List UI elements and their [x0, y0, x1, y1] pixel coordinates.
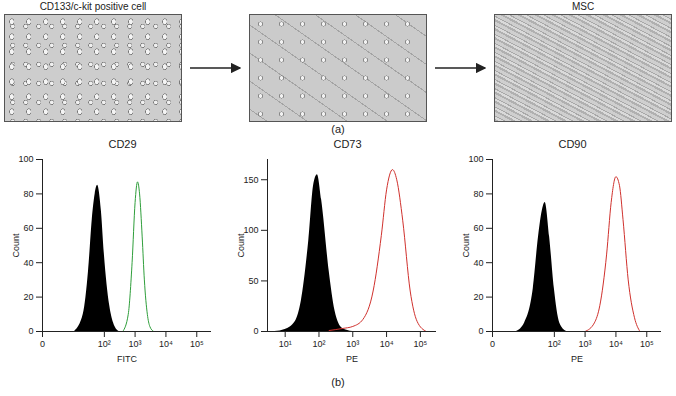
svg-text:10⁴: 10⁴ — [159, 339, 173, 349]
svg-text:100: 100 — [243, 225, 259, 236]
svg-text:60: 60 — [23, 223, 33, 233]
html-text:(a): (a) — [331, 123, 345, 135]
html-text:CD90: CD90 — [558, 138, 587, 150]
svg-text:100: 100 — [468, 154, 483, 164]
svg-text:Count: Count — [11, 233, 21, 258]
svg-text:0: 0 — [253, 326, 258, 336]
svg-text:40: 40 — [473, 258, 483, 268]
svg-text:0: 0 — [40, 339, 45, 349]
svg-text:60: 60 — [473, 223, 483, 233]
html-text:(b): (b) — [331, 376, 345, 388]
svg-text:10²: 10² — [548, 339, 561, 349]
svg-text:Count: Count — [236, 233, 246, 258]
svg-text:80: 80 — [473, 189, 483, 199]
svg-text:40: 40 — [23, 258, 33, 268]
svg-text:10¹: 10¹ — [279, 339, 292, 349]
html-text:CD73: CD73 — [333, 138, 362, 150]
svg-text:80: 80 — [23, 189, 33, 199]
svg-text:0: 0 — [490, 339, 495, 349]
svg-text:0: 0 — [478, 326, 483, 336]
svg-text:10⁵: 10⁵ — [190, 339, 204, 349]
svg-text:10³: 10³ — [346, 339, 359, 349]
svg-text:10²: 10² — [312, 339, 325, 349]
html-text:MSC: MSC — [571, 1, 595, 12]
svg-text:10⁴: 10⁴ — [380, 339, 394, 349]
svg-text:PE: PE — [571, 354, 583, 364]
svg-text:FITC: FITC — [117, 354, 137, 364]
svg-text:100: 100 — [18, 154, 33, 164]
svg-text:20: 20 — [473, 292, 483, 302]
html-text:CD29: CD29 — [108, 138, 137, 150]
svg-text:10³: 10³ — [129, 339, 142, 349]
svg-text:50: 50 — [248, 276, 258, 286]
svg-text:PE: PE — [346, 354, 358, 364]
svg-text:Count: Count — [461, 233, 471, 258]
svg-text:10³: 10³ — [579, 339, 592, 349]
svg-text:10⁵: 10⁵ — [413, 339, 427, 349]
svg-text:0: 0 — [28, 326, 33, 336]
svg-text:10⁴: 10⁴ — [609, 339, 623, 349]
svg-text:10⁵: 10⁵ — [640, 339, 654, 349]
html-text:CD133/c-kit positive cell: CD133/c-kit positive cell — [39, 1, 147, 12]
svg-text:10²: 10² — [98, 339, 111, 349]
svg-text:20: 20 — [23, 292, 33, 302]
svg-text:150: 150 — [243, 175, 258, 185]
